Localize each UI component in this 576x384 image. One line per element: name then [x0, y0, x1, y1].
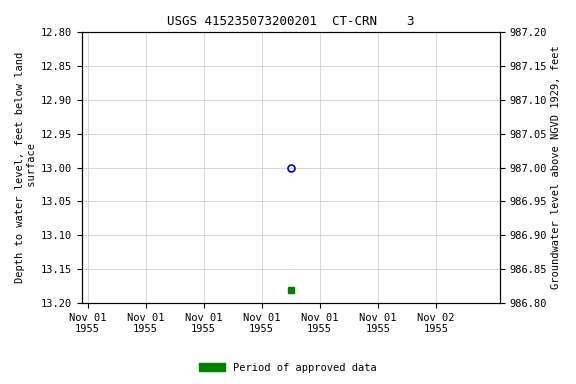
Title: USGS 415235073200201  CT-CRN    3: USGS 415235073200201 CT-CRN 3 — [167, 15, 414, 28]
Y-axis label: Groundwater level above NGVD 1929, feet: Groundwater level above NGVD 1929, feet — [551, 46, 561, 290]
Y-axis label: Depth to water level, feet below land
 surface: Depth to water level, feet below land su… — [15, 52, 37, 283]
Legend: Period of approved data: Period of approved data — [195, 359, 381, 377]
